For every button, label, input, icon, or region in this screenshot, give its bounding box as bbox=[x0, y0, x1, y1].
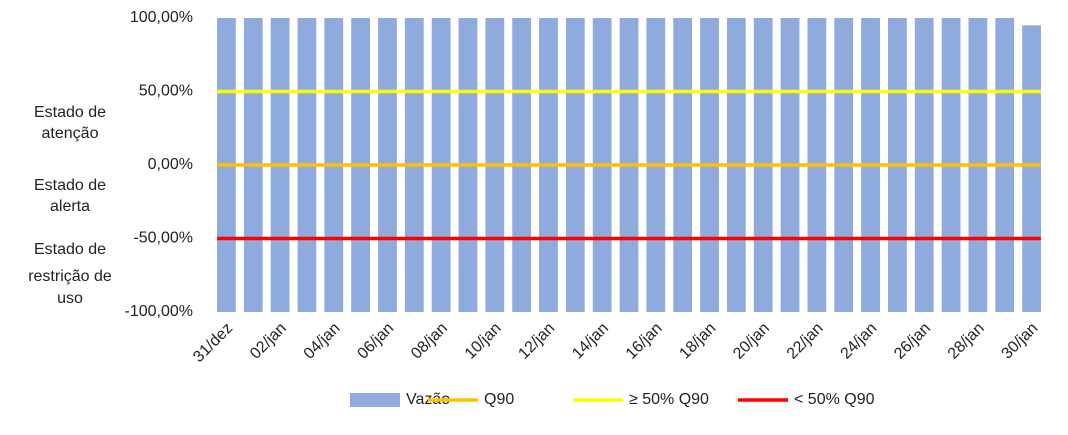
x-tick-label: 12/jan bbox=[515, 320, 558, 363]
bar bbox=[1022, 25, 1041, 312]
y-tick-label: 100,00% bbox=[130, 9, 193, 26]
x-tick-label: 14/jan bbox=[569, 320, 612, 363]
annotation: Estado de bbox=[34, 241, 106, 258]
y-tick-label: -100,00% bbox=[125, 303, 194, 320]
x-tick-label: 22/jan bbox=[784, 320, 827, 363]
y-tick-label: 0,00% bbox=[148, 156, 193, 173]
y-tick-label: -50,00% bbox=[133, 230, 193, 247]
x-tick-label: 08/jan bbox=[408, 320, 451, 363]
x-tick-label: 16/jan bbox=[623, 320, 666, 363]
y-tick-label: 50,00% bbox=[139, 83, 193, 100]
x-tick-label: 26/jan bbox=[891, 320, 934, 363]
annotation: Estado de bbox=[34, 177, 106, 194]
x-tick-label: 04/jan bbox=[301, 320, 344, 363]
annotation: restrição de bbox=[28, 268, 112, 285]
annotation: atenção bbox=[42, 125, 99, 142]
annotation: alerta bbox=[50, 198, 90, 215]
x-tick-label: 30/jan bbox=[999, 320, 1042, 363]
annotation: Estado de bbox=[34, 104, 106, 121]
x-tick-label: 02/jan bbox=[247, 320, 290, 363]
x-tick-label: 18/jan bbox=[676, 320, 719, 363]
legend-label: ≥ 50% Q90 bbox=[629, 391, 709, 408]
x-tick-label: 24/jan bbox=[838, 320, 881, 363]
annotation: uso bbox=[57, 290, 83, 307]
x-tick-label: 28/jan bbox=[945, 320, 988, 363]
legend-label: Q90 bbox=[484, 391, 514, 408]
legend-label: < 50% Q90 bbox=[794, 391, 875, 408]
x-tick-label: 06/jan bbox=[354, 320, 397, 363]
x-tick-label: 20/jan bbox=[730, 320, 773, 363]
x-tick-label: 10/jan bbox=[462, 320, 505, 363]
x-tick-label: 31/dez bbox=[190, 320, 236, 366]
legend-swatch bbox=[350, 393, 400, 407]
